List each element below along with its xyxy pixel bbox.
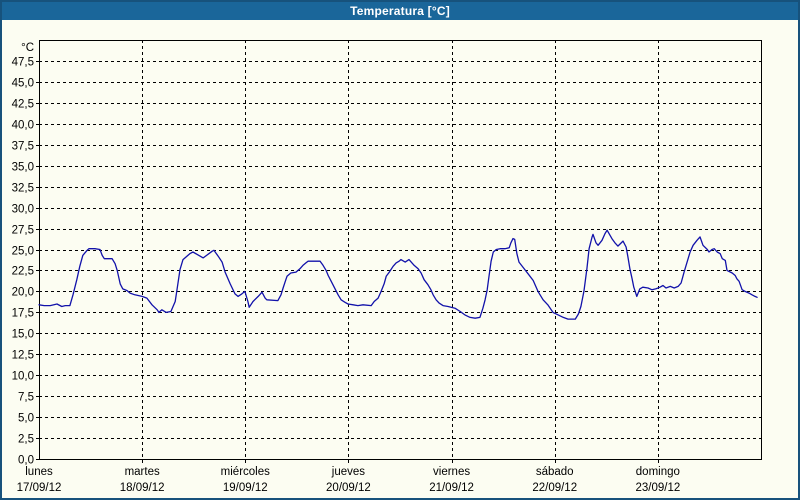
y-tick-label: 0,0: [18, 455, 34, 467]
date-label: 19/09/12: [223, 482, 268, 494]
weekday-label: martes: [125, 466, 160, 478]
chart-title: Temperatura [°C]: [350, 4, 450, 18]
y-tick-label: 42,5: [12, 99, 34, 111]
weekday-label: miércoles: [221, 466, 270, 478]
y-tick-label: 7,5: [18, 392, 34, 404]
y-tick-label: 45,0: [12, 78, 34, 90]
date-label: 17/09/12: [17, 482, 62, 494]
y-tick-label: 5,0: [18, 413, 34, 425]
y-tick-label: 40,0: [12, 120, 34, 132]
y-tick-label: 47,5: [12, 57, 34, 69]
weekday-label: viernes: [433, 466, 470, 478]
x-day-labels: lunes 17/09/12 martes 18/09/12 miércoles 19/0…: [17, 466, 681, 494]
y-axis-unit-label: °C: [21, 42, 34, 54]
y-tick-label: 17,5: [12, 308, 34, 320]
plot-frame: [39, 40, 762, 460]
chart-titlebar: Temperatura [°C]: [2, 2, 798, 20]
date-label: 20/09/12: [326, 482, 371, 494]
y-tick-label: 10,0: [12, 371, 34, 383]
weekday-label: sábado: [536, 466, 574, 478]
y-tick-label: 25,0: [12, 246, 34, 258]
date-label: 21/09/12: [429, 482, 474, 494]
date-label: 22/09/12: [532, 482, 577, 494]
y-tick-label: 20,0: [12, 287, 34, 299]
weekday-label: lunes: [25, 466, 53, 478]
y-gridlines: [39, 61, 761, 439]
y-tick-labels: 0,0 2,5 5,0 7,5 10,0 12,5 15,0 17,5 20,0 22,5 25,0…: [12, 42, 34, 467]
y-tick-label: 32,5: [12, 183, 34, 195]
weekday-label: jueves: [331, 466, 365, 478]
y-tick-label: 35,0: [12, 162, 34, 174]
date-label: 23/09/12: [635, 482, 680, 494]
weekday-label: domingo: [636, 466, 680, 478]
y-tick-label: 15,0: [12, 329, 34, 341]
y-tick-label: 27,5: [12, 225, 34, 237]
y-tick-label: 12,5: [12, 350, 34, 362]
y-ticks: [36, 61, 39, 460]
date-label: 18/09/12: [120, 482, 165, 494]
y-tick-label: 30,0: [12, 204, 34, 216]
y-tick-label: 2,5: [18, 434, 34, 446]
temperature-line: [38, 229, 758, 320]
y-tick-label: 22,5: [12, 266, 34, 278]
y-tick-label: 37,5: [12, 141, 34, 153]
x-gridlines: [142, 40, 659, 459]
